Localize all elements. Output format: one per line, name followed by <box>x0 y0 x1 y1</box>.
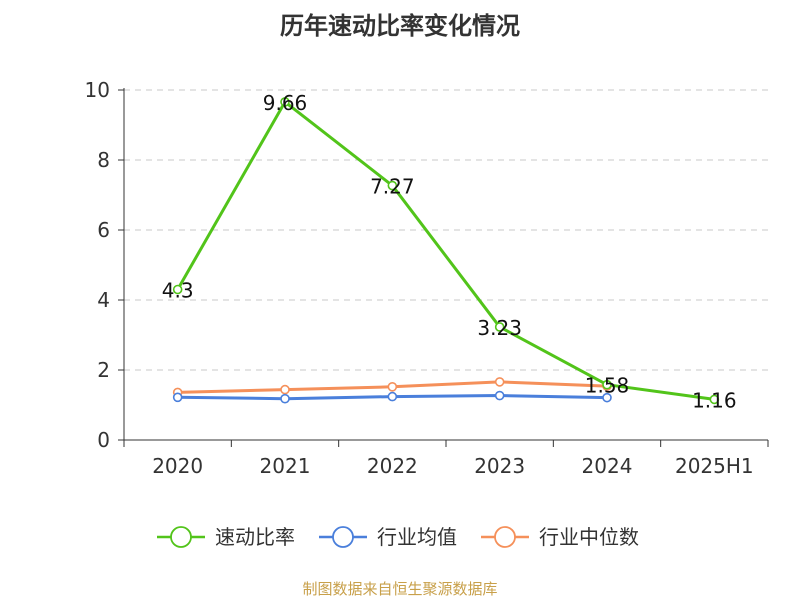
data-label: 7.27 <box>370 175 415 199</box>
data-point <box>709 394 720 405</box>
legend-label: 行业均值 <box>377 525 457 549</box>
y-tick-label: 0 <box>97 428 110 452</box>
data-point <box>172 284 183 295</box>
data-point <box>602 379 612 390</box>
data-point <box>280 97 290 107</box>
series-line <box>176 100 716 401</box>
data-label: 3.23 <box>477 316 522 340</box>
data-point <box>280 393 290 404</box>
y-tick-label: 4 <box>97 288 110 312</box>
legend-label: 速动比率 <box>215 525 295 549</box>
x-tick-label: 2021 <box>260 454 311 478</box>
x-tick-label: 2025H1 <box>675 454 754 478</box>
legend-swatch-marker <box>170 526 192 548</box>
data-point <box>387 391 398 402</box>
x-tick-label: 2024 <box>582 454 633 478</box>
data-point <box>602 392 612 403</box>
data-label: 1.16 <box>692 388 737 412</box>
y-tick-label: 2 <box>97 358 110 382</box>
data-point <box>172 392 183 403</box>
legend-swatch-marker <box>332 526 354 548</box>
y-tick-label: 8 <box>97 148 110 172</box>
data-point <box>494 377 505 387</box>
legend-label: 行业中位数 <box>539 525 639 549</box>
data-point <box>387 381 398 392</box>
chart-title: 历年速动比率变化情况 <box>280 12 520 40</box>
source-note: 制图数据来自恒生聚源数据库 <box>302 580 498 598</box>
y-tick-label: 6 <box>97 218 110 242</box>
x-tick-label: 2020 <box>152 454 203 478</box>
data-label: 4.3 <box>162 279 194 303</box>
x-tick-label: 2022 <box>367 454 418 478</box>
data-point <box>387 180 398 191</box>
data-point <box>280 384 290 395</box>
data-label: 1.58 <box>585 374 630 398</box>
data-label: 9.66 <box>263 91 308 115</box>
x-tick-label: 2023 <box>474 454 525 478</box>
legend-swatch-marker <box>494 526 516 548</box>
y-tick-label: 10 <box>85 78 110 102</box>
data-point <box>494 322 505 332</box>
data-point <box>494 390 505 401</box>
